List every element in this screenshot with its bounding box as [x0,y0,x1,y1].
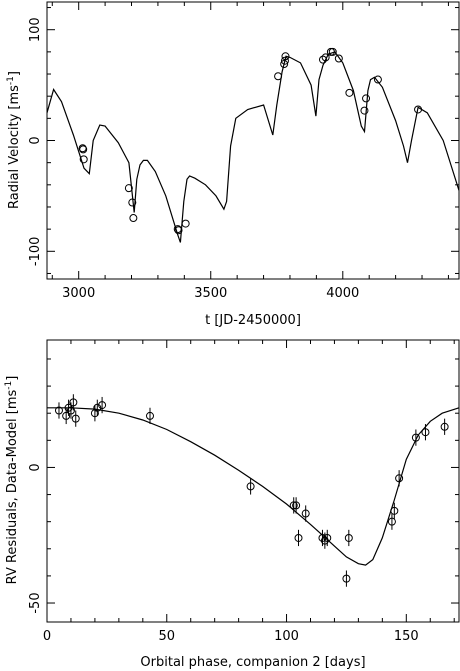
data-point [93,403,102,412]
bottom-plot-frame [46,339,460,623]
data-point [280,60,289,69]
data-point [69,398,78,407]
bottom-y-axis-label-main: RV Residuals, Data-Model [ms [5,389,20,584]
data-point [54,406,63,415]
data-point [345,88,354,97]
top-ticks [47,2,459,279]
data-point [98,401,107,410]
data-point [414,105,423,114]
data-point [362,94,371,103]
top-tick-labels: 3000 3500 4000 -100 0 100 [28,17,359,301]
residuals-panel: 0 50 100 150 -50 0 Orbital phase, companion 2… [4,339,460,670]
bottom-y-axis-label: RV Residuals, Data-Model [ms-1] [4,376,20,585]
x-tick-label: 0 [43,629,51,644]
data-point [395,474,404,483]
data-point [173,225,182,234]
y-tick-label: 0 [28,136,43,144]
top-plot-frame [46,1,460,280]
data-point [281,52,290,61]
data-point [411,433,420,442]
y-tick-label: 0 [28,463,43,471]
data-point [289,501,298,510]
data-point [62,411,71,420]
data-point [280,56,289,65]
x-tick-label: 3500 [194,286,227,301]
data-point [71,414,80,423]
x-tick-label: 3000 [62,286,95,301]
radial-velocity-panel: 3000 3500 4000 -100 0 100 t [JD-2450000] Radi… [6,1,460,328]
bottom-data-points [54,394,449,587]
data-point [146,411,154,420]
data-point [334,54,343,63]
data-point [301,509,310,518]
data-point [79,145,88,154]
data-point [360,106,369,115]
bottom-y-axis-label-close: ] [5,376,20,381]
data-point [128,198,137,207]
x-tick-label: 50 [158,629,175,644]
y-tick-label: -50 [28,592,43,613]
data-point [318,533,327,542]
x-tick-label: 150 [394,629,419,644]
data-point [323,533,332,542]
data-point [274,72,283,81]
top-x-axis-label: t [JD-2450000] [205,313,301,328]
bottom-y-axis-label-sup: -1 [4,381,14,390]
data-point [440,422,449,431]
y-tick-label: 100 [28,17,43,42]
data-point [174,226,183,235]
data-point [79,155,88,164]
data-point [124,184,133,193]
top-y-axis-label-close: ] [7,71,22,76]
top-model-curve [46,51,460,243]
top-y-axis-label-main: Radial Velocity [ms [7,85,22,209]
data-point [129,214,138,223]
data-point [387,517,396,526]
data-point [320,536,329,545]
data-point [64,403,73,412]
bottom-tick-labels: 0 50 100 150 -50 0 [28,463,419,644]
data-point [90,409,99,418]
y-tick-label: -100 [28,237,43,267]
data-point [66,406,75,415]
x-tick-label: 4000 [326,286,359,301]
bottom-x-axis-label: Orbital phase, companion 2 [days] [140,655,365,670]
data-point [321,53,330,62]
x-tick-label: 100 [274,629,299,644]
data-point [246,482,255,491]
bottom-ticks [46,340,459,622]
top-data-points [78,47,423,235]
data-point [328,47,337,56]
data-point [344,533,353,542]
data-point [373,75,382,84]
data-point [390,506,399,515]
data-point [294,533,303,542]
data-point [342,574,351,583]
top-y-axis-label: Radial Velocity [ms-1] [6,71,22,209]
data-point [318,55,327,64]
data-point [181,219,190,228]
top-y-axis-label-sup: -1 [6,76,16,85]
bottom-model-curve [47,407,460,566]
data-point [292,501,301,510]
data-point [421,428,430,437]
